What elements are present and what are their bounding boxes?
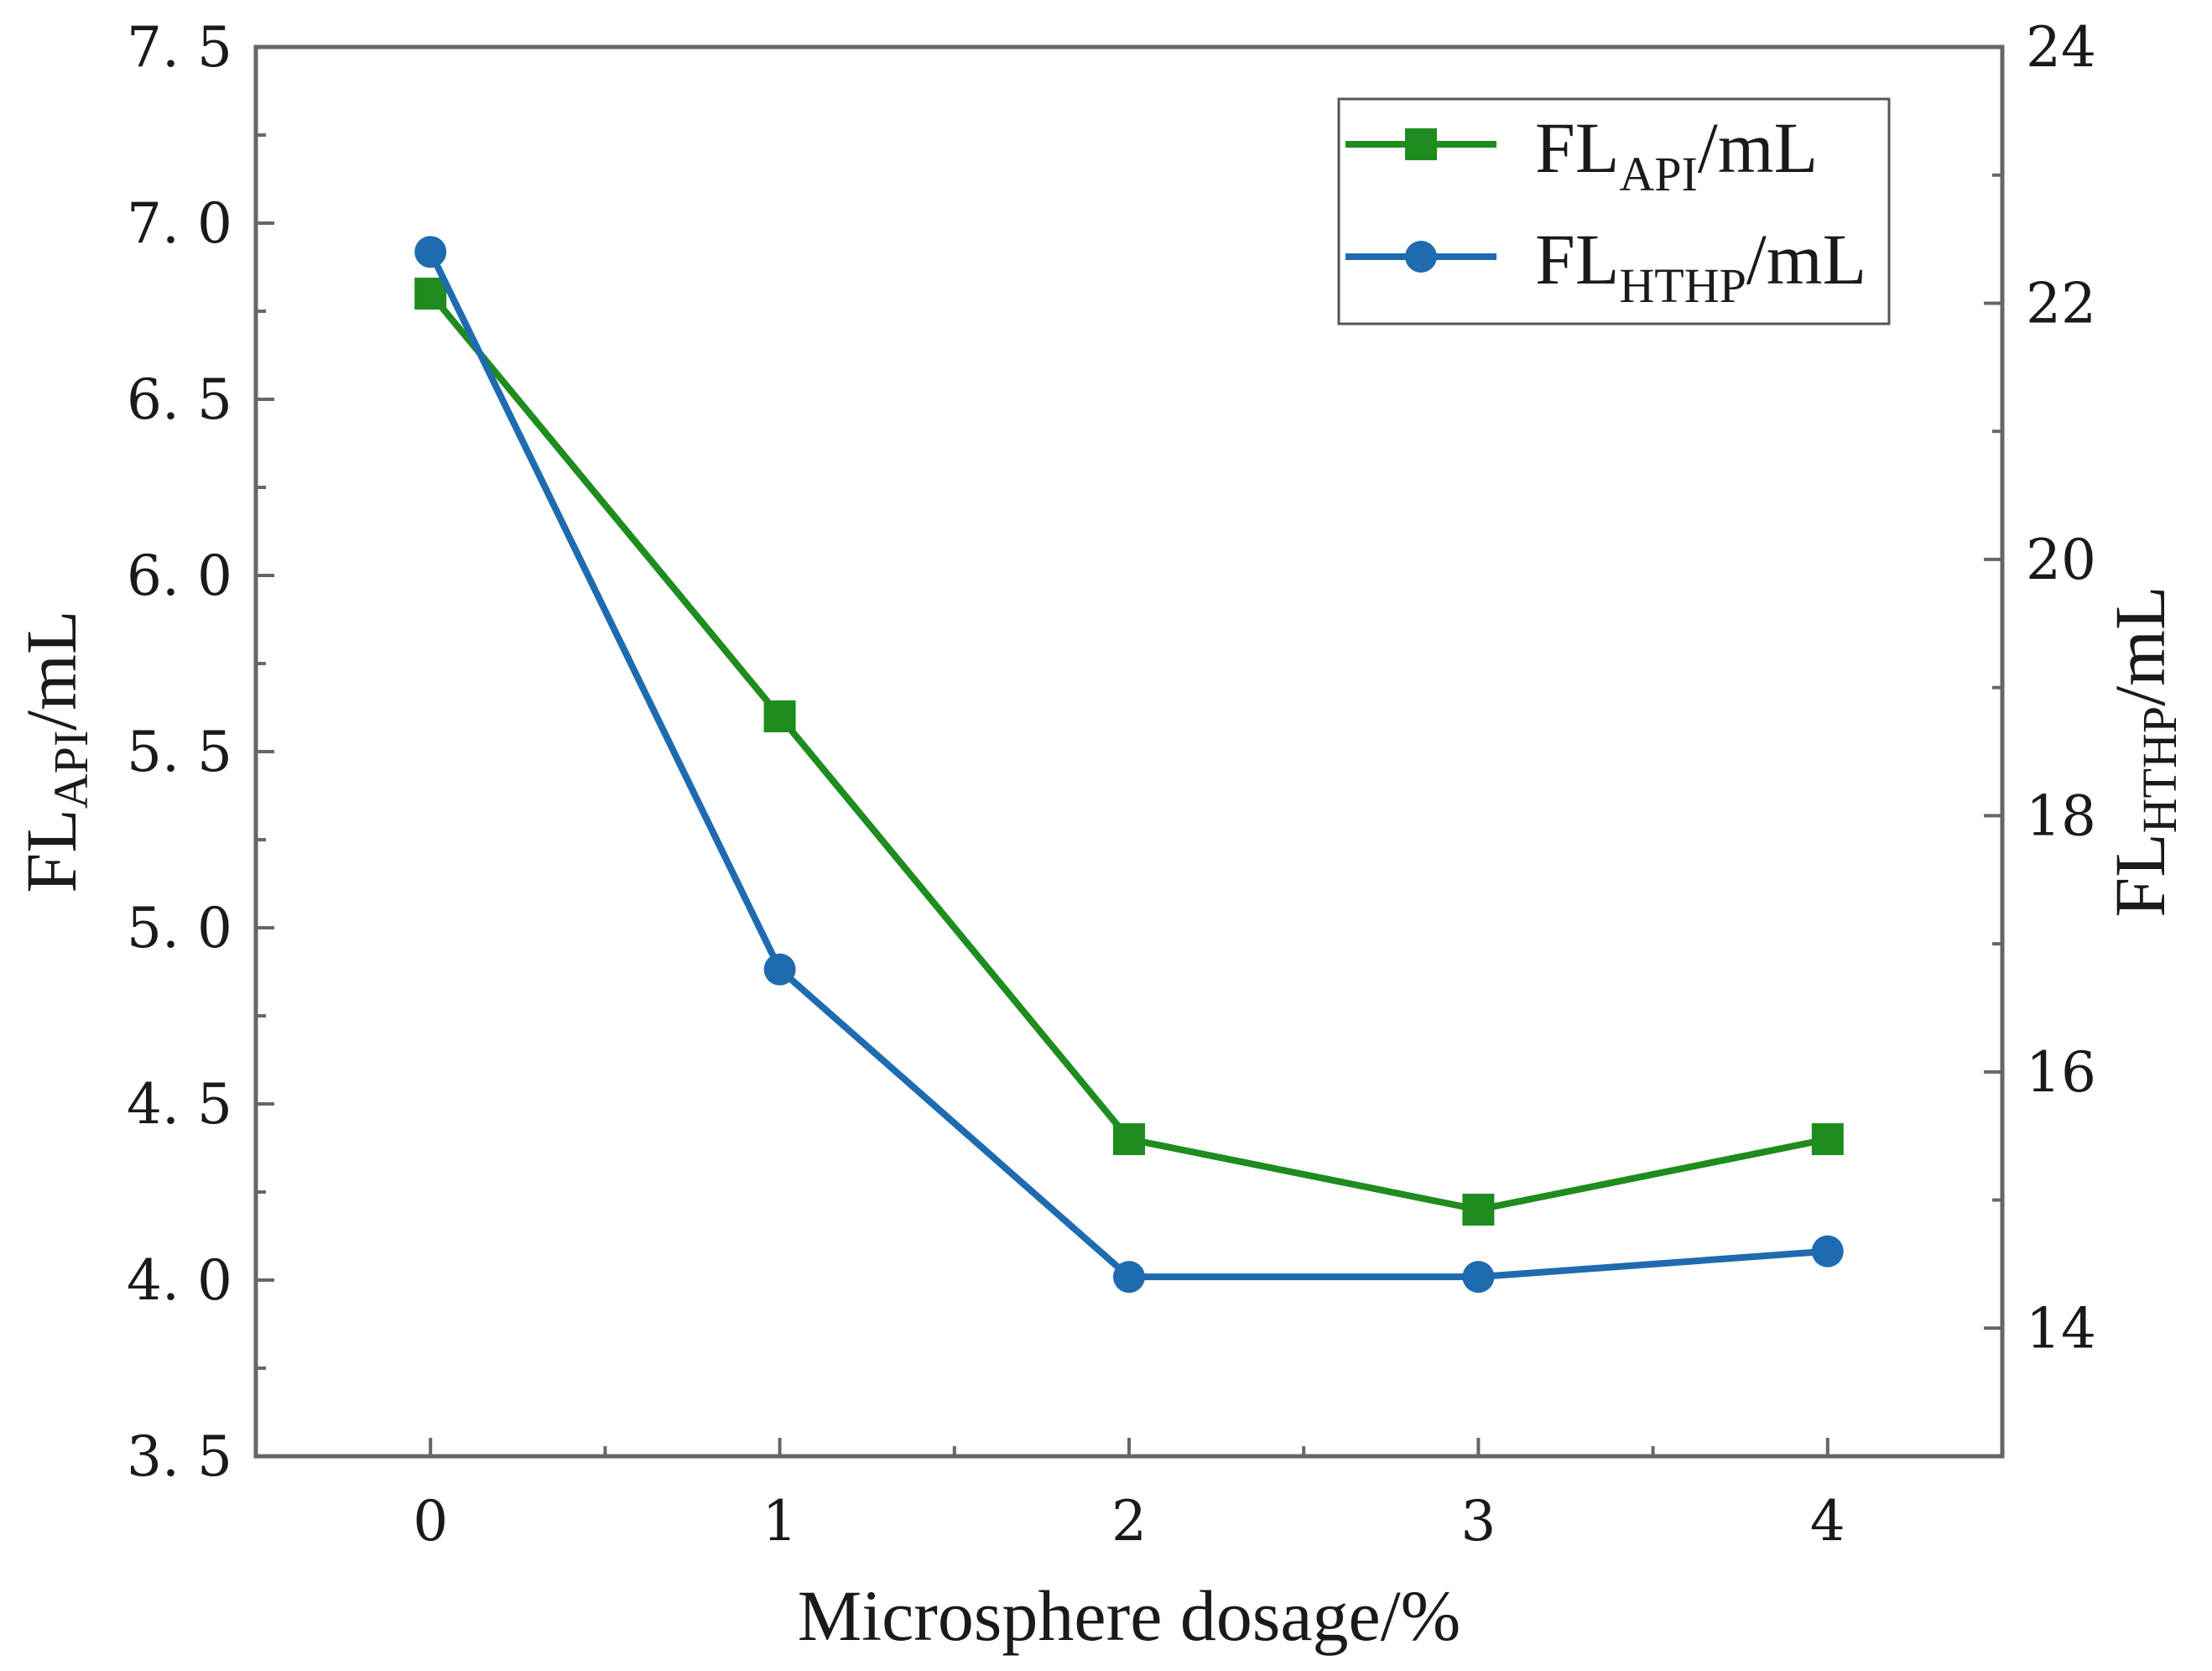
right-axis-label: FLHTHP/mL bbox=[2100, 586, 2187, 917]
x-axis-label: Microsphere dosage/% bbox=[798, 1575, 1460, 1656]
legend-label-hthp-unit: /mL bbox=[1746, 219, 1866, 299]
left-tick-label: 3. 5 bbox=[127, 1424, 232, 1489]
left-tick-label: 5. 0 bbox=[127, 896, 232, 960]
series-line-0 bbox=[428, 291, 1829, 1213]
x-tick-label: 2 bbox=[1111, 1489, 1147, 1554]
x-tick-label: 3 bbox=[1460, 1489, 1496, 1554]
left-tick-label: 4. 5 bbox=[127, 1072, 232, 1137]
svg-text:FLAPI/mL: FLAPI/mL bbox=[11, 610, 98, 893]
right-axis-label-sub: HTHP bbox=[2132, 706, 2187, 833]
data-point-hthp-4 bbox=[1811, 1235, 1844, 1268]
svg-text:FLHTHP/mL: FLHTHP/mL bbox=[2100, 586, 2187, 917]
x-axis-ticks: 0 1 2 3 4 bbox=[254, 1438, 2004, 1554]
legend-label-hthp-sub: HTHP bbox=[1619, 258, 1746, 313]
left-tick-label: 5. 5 bbox=[127, 720, 232, 784]
right-axis-label-unit: /mL bbox=[2100, 586, 2180, 705]
data-point-hthp-3 bbox=[1462, 1261, 1495, 1294]
right-tick-label: 20 bbox=[2026, 528, 2096, 592]
left-tick-label: 7. 5 bbox=[127, 15, 232, 80]
right-tick-label: 22 bbox=[2026, 271, 2096, 336]
svg-text:FLHTHP/mL: FLHTHP/mL bbox=[1535, 219, 1866, 313]
legend-label-api-sub: API bbox=[1619, 147, 1697, 201]
data-point-hthp-0 bbox=[414, 236, 447, 268]
left-axis-ticks: 3. 5 4. 0 4. 5 5. 0 5. 5 6. 0 6. 5 7. 0 7. 5 bbox=[127, 15, 274, 1489]
left-tick-label: 7. 0 bbox=[127, 191, 232, 256]
data-point-api-2 bbox=[1113, 1123, 1145, 1155]
legend-label-hthp-main: FL bbox=[1535, 219, 1619, 299]
legend-label-api-main: FL bbox=[1535, 107, 1619, 188]
right-tick-label: 18 bbox=[2026, 783, 2096, 848]
data-point-hthp-1 bbox=[763, 953, 796, 986]
right-axis-label-main: FL bbox=[2100, 833, 2180, 917]
data-point-api-1 bbox=[763, 700, 796, 732]
right-tick-label: 14 bbox=[2026, 1296, 2096, 1361]
x-tick-label: 4 bbox=[1810, 1489, 1845, 1554]
left-axis-label: FLAPI/mL bbox=[11, 610, 98, 893]
legend-entry-api: FLAPI/mL bbox=[1345, 107, 1818, 201]
legend-label-api-unit: /mL bbox=[1698, 107, 1818, 188]
legend-entry-hthp: FLHTHP/mL bbox=[1345, 219, 1866, 313]
data-point-api-3 bbox=[1462, 1194, 1495, 1226]
right-tick-label: 16 bbox=[2026, 1040, 2096, 1105]
series-line-1 bbox=[427, 250, 1829, 1281]
left-axis-label-sub: API bbox=[44, 731, 98, 809]
legend: FLAPI/mL FLHTHP/mL bbox=[1337, 97, 1891, 325]
right-axis-ticks: 14 16 18 20 22 24 bbox=[1984, 15, 2096, 1458]
data-point-hthp-2 bbox=[1113, 1261, 1145, 1294]
left-tick-label: 4. 0 bbox=[127, 1248, 232, 1313]
series-layer bbox=[414, 236, 1844, 1294]
left-axis-label-unit: /mL bbox=[11, 610, 91, 730]
left-tick-label: 6. 5 bbox=[127, 367, 232, 432]
right-tick-label: 24 bbox=[2026, 15, 2096, 80]
legend-marker-api bbox=[1405, 128, 1437, 160]
data-point-api-4 bbox=[1811, 1123, 1844, 1155]
x-tick-label: 0 bbox=[413, 1489, 448, 1554]
data-point-api-0 bbox=[414, 278, 447, 310]
svg-text:FLAPI/mL: FLAPI/mL bbox=[1535, 107, 1818, 201]
x-tick-label: 1 bbox=[762, 1489, 798, 1554]
left-tick-label: 6. 0 bbox=[127, 544, 232, 608]
left-axis-label-main: FL bbox=[11, 809, 91, 893]
legend-marker-hthp bbox=[1405, 241, 1437, 273]
